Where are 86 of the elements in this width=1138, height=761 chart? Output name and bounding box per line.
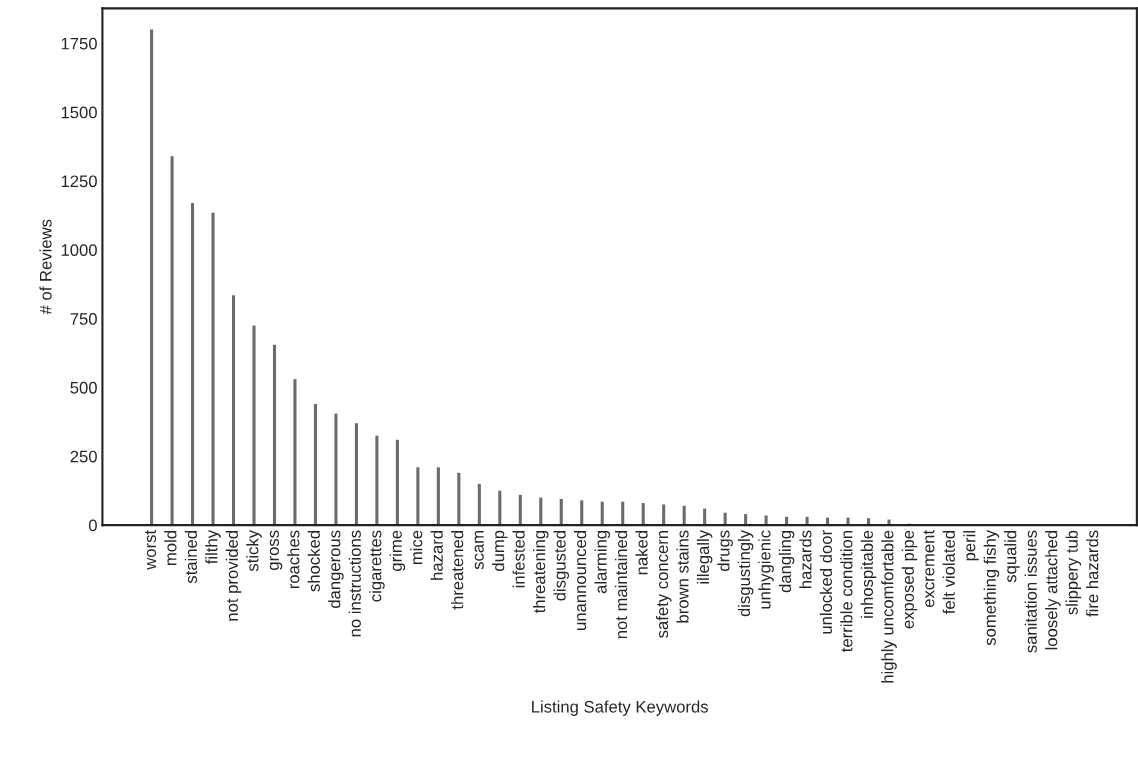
y-tick-label: 1750 (61, 37, 97, 50)
x-tick-label: safety concern (655, 531, 672, 638)
x-tick-label: stained (184, 531, 198, 584)
x-tick-label: no instructions (348, 530, 361, 637)
x-tick-label: inhospitable (860, 530, 877, 618)
x-tick-label: squalid (1004, 531, 1020, 583)
bar (170, 156, 174, 526)
x-tick-label: drugs (717, 530, 733, 571)
x-tick-label: gross (269, 530, 283, 570)
x-tick-label: threatening (533, 531, 549, 614)
x-tick-label: something fishy (983, 529, 1000, 646)
bar (457, 472, 461, 526)
bar (354, 423, 358, 526)
bar (682, 505, 686, 526)
bar (293, 379, 297, 526)
x-tick-label: peril (963, 531, 979, 561)
bar (150, 29, 154, 526)
bar (518, 494, 522, 526)
y-tick-label: 0 (88, 519, 97, 532)
y-tick-label: 1000 (61, 244, 97, 256)
bar (191, 203, 195, 526)
x-tick-label: mice (410, 530, 423, 565)
x-tick-label: filthy (205, 529, 221, 564)
y-axis-title: # of Reviews (39, 219, 52, 315)
y-tick-label: 1500 (61, 106, 97, 119)
x-tick-label: sticky (246, 529, 262, 572)
x-tick-label: disgusted (553, 531, 570, 601)
x-tick-label: alarming (594, 531, 610, 594)
x-tick-label: unannounced (573, 531, 587, 630)
x-tick-label: infested (512, 531, 525, 588)
bar (621, 501, 625, 526)
bar (334, 413, 338, 526)
bar (662, 504, 666, 526)
x-tick-label: hazard (430, 531, 443, 580)
bar (580, 500, 584, 526)
x-tick-label: dump (492, 530, 508, 571)
x-tick-label: naked (635, 531, 648, 575)
x-tick-label: shocked (307, 531, 320, 592)
y-tick-label: 500 (70, 381, 97, 394)
bar (559, 498, 563, 526)
bar (272, 344, 277, 526)
bar (764, 515, 768, 526)
x-tick-label: scam (474, 531, 484, 570)
x-tick-label: unlocked door (819, 530, 833, 634)
bar (375, 435, 379, 526)
bar (231, 295, 236, 526)
x-tick-label: loosely attached (1045, 531, 1061, 650)
x-tick-label: not maintained (614, 531, 628, 639)
y-tick-label: 250 (70, 450, 97, 463)
x-tick-label: not provided (225, 531, 242, 621)
x-tick-label: sanitation issues (1024, 530, 1037, 653)
x-tick-label: roaches (287, 530, 300, 589)
y-tick-label: 750 (70, 313, 97, 325)
x-tick-label: fire hazards (1086, 530, 1099, 617)
x-tick-label: threatened (451, 531, 464, 610)
x-tick-label: hazards (799, 530, 812, 589)
bar (395, 439, 399, 526)
bar (252, 325, 256, 526)
x-tick-label: dangling (778, 531, 795, 593)
x-tick-label: mold (164, 531, 177, 565)
x-tick-label: exposed pipe (901, 530, 918, 629)
x-tick-label: slippery tub (1065, 530, 1082, 615)
x-tick-label: unhygienic (758, 530, 774, 609)
x-tick-label: highly uncomfortable (881, 530, 897, 683)
bar (211, 212, 215, 526)
x-tick-label: grime (389, 530, 406, 571)
bar (416, 467, 420, 526)
bar (539, 497, 543, 526)
bar (498, 490, 502, 526)
bar (887, 519, 891, 526)
x-tick-label: terrible condition (840, 531, 853, 652)
x-tick-label: illegally (696, 529, 713, 584)
x-tick-label: worst (145, 530, 157, 570)
x-tick-label: felt violated (942, 531, 955, 615)
x-tick-label: excrement (923, 530, 935, 608)
x-tick-label: disgustingly (737, 529, 754, 617)
bar (313, 403, 317, 526)
bar (641, 503, 645, 526)
bar (600, 501, 604, 526)
x-tick-label: dangerous (328, 530, 344, 609)
y-tick-label: 1250 (61, 175, 97, 188)
x-tick-label: cigarettes (369, 530, 385, 602)
bar (436, 467, 440, 526)
x-axis-title: Listing Safety Keywords (532, 700, 708, 716)
bar (477, 483, 481, 526)
x-tick-label: brown stains (676, 530, 689, 623)
